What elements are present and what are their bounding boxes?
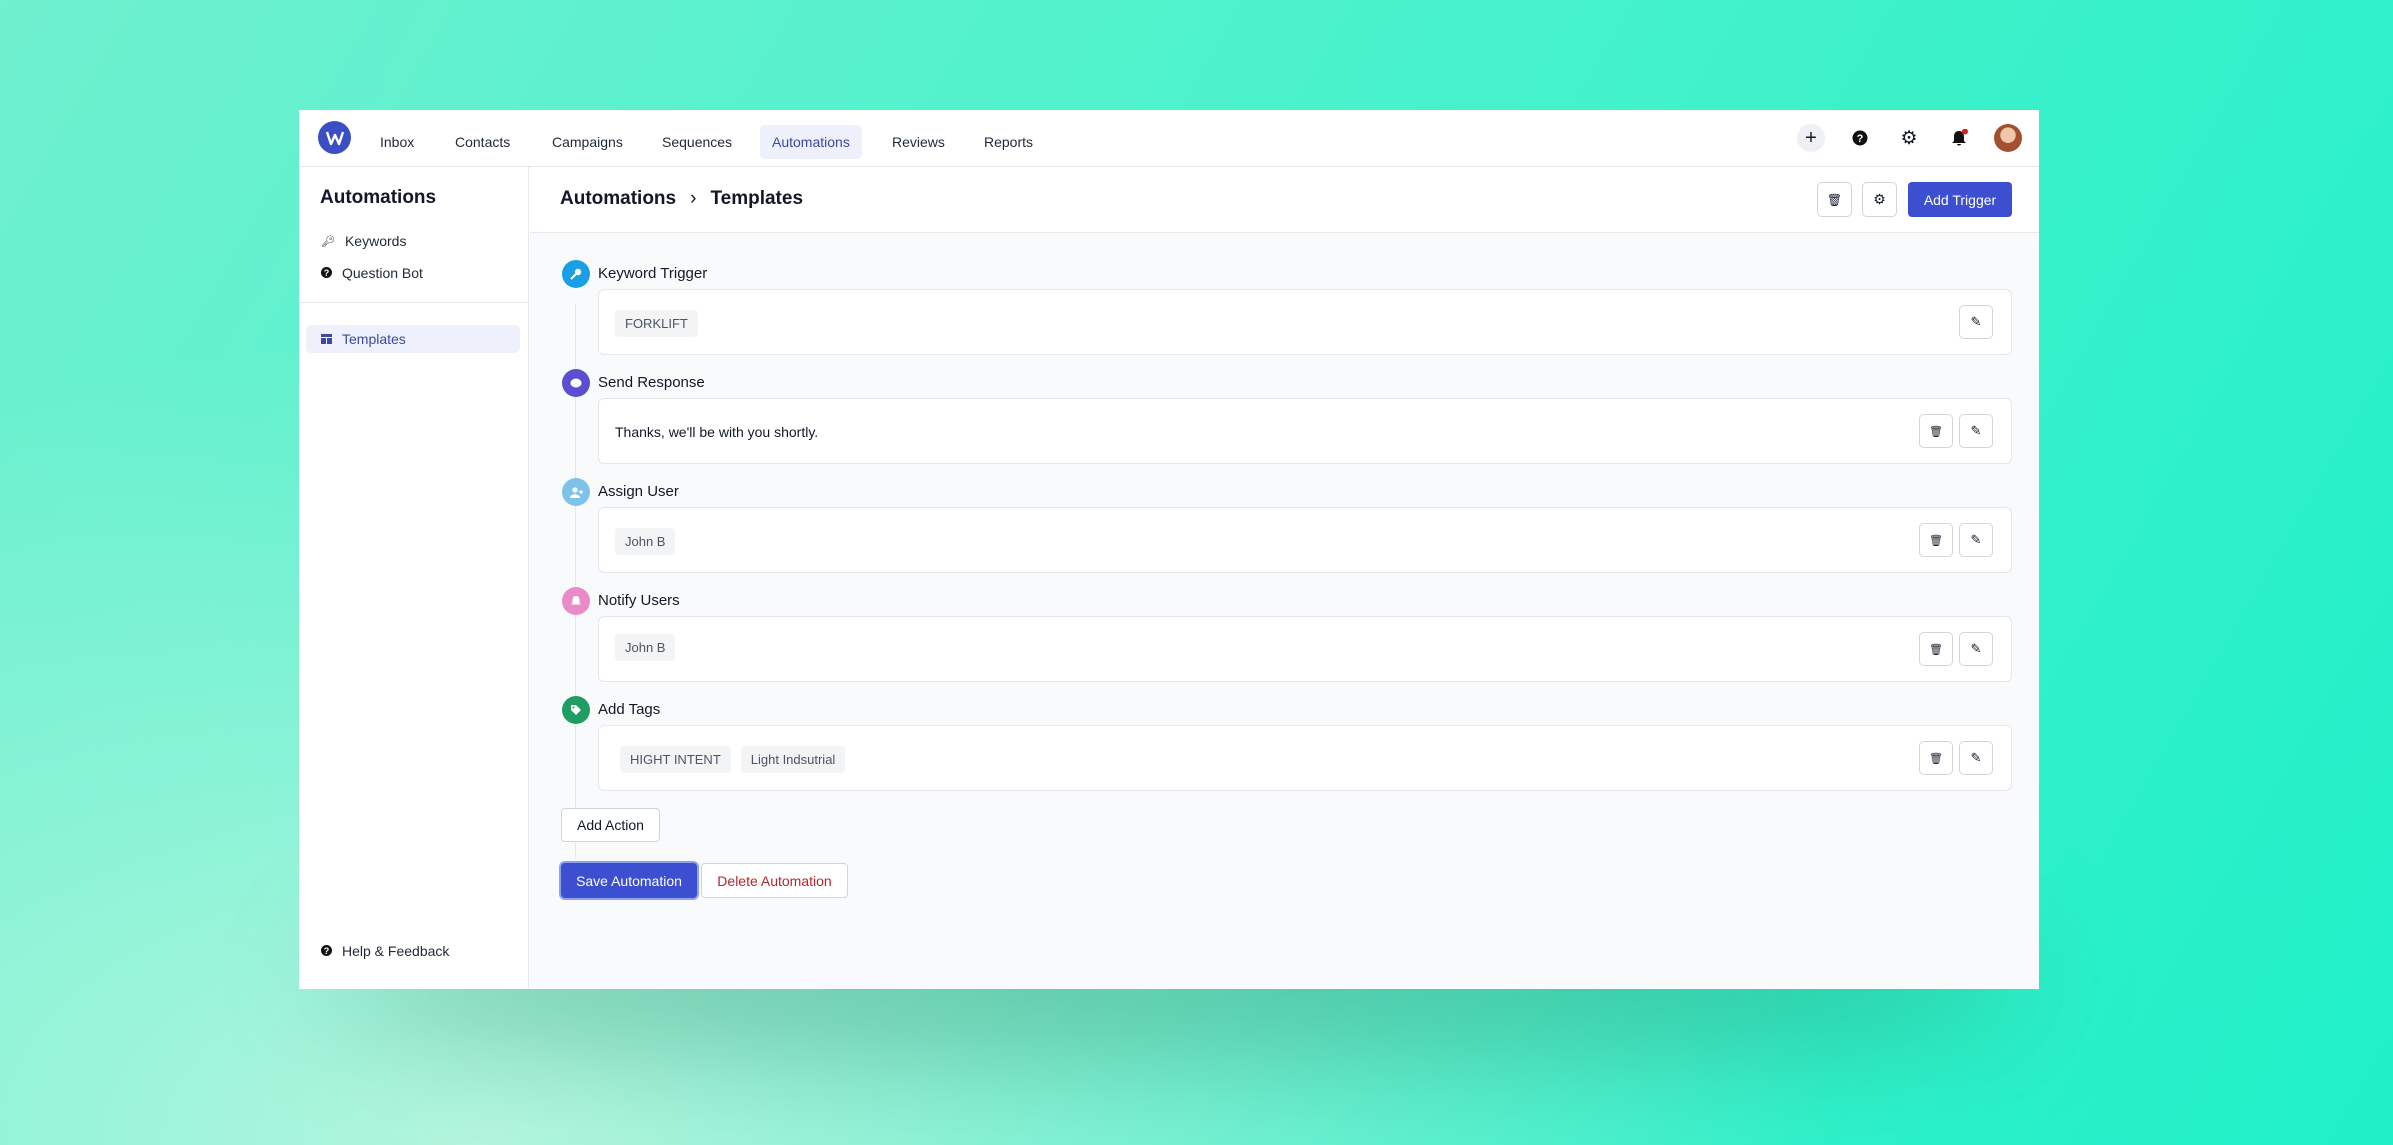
- page-title: Templates: [710, 188, 804, 209]
- sidebar: Automations 🔑︎ Keywords ? Question Bot Tem…: [299, 167, 529, 989]
- edit-button[interactable]: ✎: [1959, 305, 1993, 339]
- chat-icon: [562, 369, 590, 397]
- delete-button[interactable]: 🗑︎: [1919, 523, 1953, 557]
- edit-button[interactable]: ✎: [1959, 741, 1993, 775]
- edit-button[interactable]: ✎: [1959, 632, 1993, 666]
- step-label: Send Response: [598, 374, 705, 391]
- gear-icon: ⚙: [1873, 191, 1886, 207]
- sidebar-item-templates[interactable]: Templates: [306, 325, 520, 353]
- breadcrumb-root[interactable]: Automations: [560, 188, 677, 209]
- divider: [299, 302, 528, 303]
- app-window: Inbox Contacts Campaigns Sequences Autom…: [299, 110, 2039, 989]
- edit-icon: ✎: [1970, 314, 1982, 329]
- logo[interactable]: [318, 121, 351, 154]
- trash-icon: 🗑︎: [1929, 534, 1943, 547]
- edit-icon: ✎: [1970, 423, 1982, 438]
- gear-icon[interactable]: ⚙: [1900, 127, 1918, 149]
- delete-button[interactable]: 🗑︎: [1919, 414, 1953, 448]
- help-icon[interactable]: ?: [1846, 124, 1874, 152]
- nav-sequences[interactable]: Sequences: [662, 134, 733, 150]
- nav-inbox[interactable]: Inbox: [380, 134, 415, 150]
- key-icon: 🔑︎: [321, 235, 335, 248]
- edit-icon: ✎: [1970, 750, 1982, 765]
- nav-automations[interactable]: Automations: [760, 125, 862, 159]
- delete-automation-button[interactable]: Delete Automation: [701, 863, 848, 898]
- step-card: John B 🗑︎ ✎: [598, 616, 2012, 682]
- svg-text:?: ?: [1857, 133, 1864, 145]
- user-chip: John B: [615, 634, 676, 661]
- step-label: Keyword Trigger: [598, 265, 708, 282]
- add-trigger-button[interactable]: Add Trigger: [1908, 182, 2012, 217]
- sidebar-item-label: Help & Feedback: [342, 943, 450, 959]
- step-card: HIGHT INTENT Light Indsutrial 🗑︎ ✎: [598, 725, 2012, 791]
- question-icon: ?: [321, 265, 332, 281]
- nav-contacts[interactable]: Contacts: [455, 134, 511, 150]
- plus-icon[interactable]: +: [1797, 124, 1825, 152]
- user-plus-icon: [562, 478, 590, 506]
- tag-icon: [562, 696, 590, 724]
- step-card: John B 🗑︎ ✎: [598, 507, 2012, 573]
- chevron-right-icon: ›: [690, 188, 697, 209]
- sidebar-title: Automations: [320, 187, 437, 208]
- svg-text:?: ?: [324, 946, 330, 956]
- trash-icon: 🗑︎: [1929, 425, 1943, 438]
- step-label: Assign User: [598, 483, 679, 500]
- step-card: FORKLIFT ✎: [598, 289, 2012, 355]
- sidebar-item-help[interactable]: ? Help & Feedback: [306, 937, 520, 965]
- user-chip: John B: [615, 528, 676, 555]
- question-icon: ?: [321, 943, 332, 959]
- step-label: Notify Users: [598, 592, 680, 609]
- sidebar-item-label: Templates: [342, 331, 406, 347]
- edit-button[interactable]: ✎: [1959, 523, 1993, 557]
- delete-template-button[interactable]: 🗑︎: [1817, 182, 1852, 217]
- avatar[interactable]: [1994, 124, 2022, 152]
- page-header: Automations › Templates 🗑︎ ⚙ Add Trigger: [530, 167, 2039, 233]
- tag-chip: Light Indsutrial: [740, 746, 846, 773]
- sidebar-item-label: Keywords: [344, 233, 407, 249]
- add-action-button[interactable]: Add Action: [561, 808, 660, 842]
- delete-button[interactable]: 🗑︎: [1919, 741, 1953, 775]
- top-nav: Inbox Contacts Campaigns Sequences Autom…: [299, 110, 2039, 167]
- sidebar-item-question-bot[interactable]: ? Question Bot: [306, 259, 520, 287]
- keyword-chip: FORKLIFT: [615, 310, 698, 337]
- tag-chip: HIGHT INTENT: [620, 746, 731, 773]
- main-content: Automations › Templates 🗑︎ ⚙ Add Trigger…: [530, 167, 2039, 989]
- trash-icon: 🗑︎: [1929, 752, 1943, 765]
- svg-text:?: ?: [324, 268, 330, 278]
- sidebar-item-label: Question Bot: [342, 265, 423, 281]
- breadcrumb: Automations › Templates: [560, 188, 803, 210]
- trash-icon: 🗑︎: [1929, 643, 1943, 656]
- template-icon: [321, 331, 332, 347]
- nav-reviews[interactable]: Reviews: [892, 134, 945, 150]
- step-card: Thanks, we'll be with you shortly. 🗑︎ ✎: [598, 398, 2012, 464]
- trash-icon: 🗑︎: [1826, 192, 1843, 207]
- step-label: Add Tags: [598, 701, 661, 718]
- save-automation-button[interactable]: Save Automation: [561, 863, 697, 898]
- settings-button[interactable]: ⚙: [1862, 182, 1897, 217]
- sidebar-item-keywords[interactable]: 🔑︎ Keywords: [306, 227, 520, 255]
- edit-icon: ✎: [1970, 532, 1982, 547]
- delete-button[interactable]: 🗑︎: [1919, 632, 1953, 666]
- bell-icon[interactable]: [1945, 124, 1973, 152]
- edit-icon: ✎: [1970, 641, 1982, 656]
- key-icon: [562, 260, 590, 288]
- edit-button[interactable]: ✎: [1959, 414, 1993, 448]
- nav-campaigns[interactable]: Campaigns: [552, 134, 623, 150]
- bell-icon: [562, 587, 590, 615]
- timeline-line: [575, 304, 576, 859]
- nav-reports[interactable]: Reports: [984, 134, 1034, 150]
- response-text: Thanks, we'll be with you shortly.: [615, 424, 819, 440]
